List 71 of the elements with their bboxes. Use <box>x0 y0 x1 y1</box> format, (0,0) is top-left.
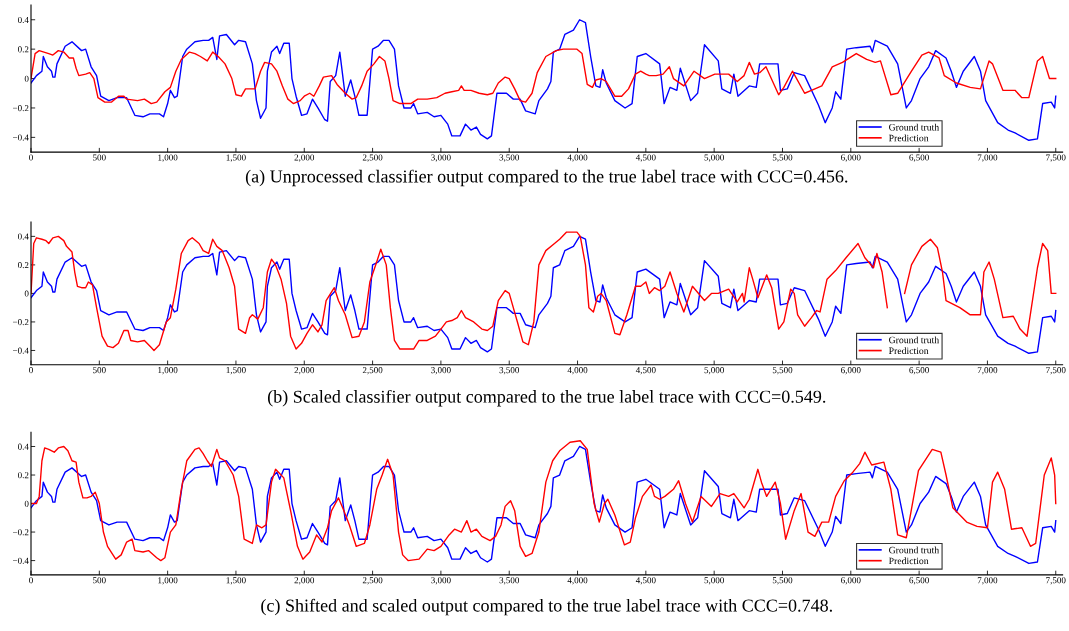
y-tick-label: −0.2 <box>12 105 29 112</box>
x-tick-label: 6,000 <box>841 367 861 375</box>
x-tick-label: 1,500 <box>226 577 246 585</box>
x-tick-label: 1,000 <box>158 154 178 162</box>
x-tick-label: 2,000 <box>294 577 315 585</box>
x-tick-label: 5,000 <box>704 577 724 585</box>
x-tick-label: 7,000 <box>977 154 998 162</box>
x-tick-label: 6,500 <box>909 154 929 162</box>
text: (b) Scaled classifier output compared to the true label trace with CCC=0.549. <box>267 389 826 407</box>
x-tick-label: 3,500 <box>499 154 520 162</box>
legend-label: Prediction <box>888 347 929 355</box>
x-tick-label: 500 <box>93 577 106 584</box>
x-tick-label: 6,500 <box>909 367 929 375</box>
x-tick-label: 3,000 <box>431 154 451 162</box>
line-series <box>31 48 1057 105</box>
x-tick-label: 4,500 <box>635 367 656 375</box>
text: (c) Shifted and scaled output compared to the true label trace with CCC=0.748. <box>261 598 832 616</box>
x-tick-label: 7,500 <box>1046 367 1066 375</box>
y-tick-label: −0.4 <box>12 134 29 141</box>
y-tick-label: −0.4 <box>12 347 29 354</box>
y-tick-label: 0 <box>24 500 29 507</box>
legend-label: Ground truth <box>889 123 940 131</box>
x-tick-label: 7,500 <box>1046 154 1066 162</box>
x-tick-label: 500 <box>93 154 106 161</box>
x-tick-label: 3,000 <box>431 577 451 585</box>
text: (a) Unprocessed classifier output compared to the true label trace with CCC=0.456. <box>245 169 848 187</box>
x-tick-label: 7,000 <box>977 577 998 585</box>
x-tick-label: 3,500 <box>499 577 520 585</box>
y-tick-label: 0 <box>24 290 29 297</box>
x-tick-label: 5,500 <box>772 154 793 162</box>
x-tick-label: 5,000 <box>704 154 724 162</box>
y-tick-label: 0 <box>24 75 29 82</box>
y-tick-label: 0.2 <box>17 262 29 269</box>
x-tick-label: 5,500 <box>772 367 793 375</box>
y-tick-label: 0.2 <box>17 46 29 53</box>
x-tick-label: 4,500 <box>635 577 656 585</box>
x-tick-label: 6,000 <box>841 154 861 162</box>
y-tick-label: 0.4 <box>17 443 29 450</box>
x-tick-label: 2,500 <box>362 577 383 585</box>
x-tick-label: 4,000 <box>567 367 588 375</box>
x-tick-label: 5,500 <box>772 577 793 585</box>
y-tick-label: −0.4 <box>12 557 29 564</box>
x-tick-label: 1,500 <box>226 154 246 162</box>
x-tick-label: 4,000 <box>567 154 588 162</box>
x-tick-label: 4,000 <box>567 577 588 585</box>
x-tick-label: 500 <box>93 367 106 374</box>
x-tick-label: 3,500 <box>499 367 520 375</box>
y-tick-label: 0.2 <box>17 472 29 479</box>
x-tick-label: 5,000 <box>704 367 724 375</box>
x-tick-label: 4,500 <box>635 154 656 162</box>
x-tick-label: 1,000 <box>158 577 178 585</box>
y-tick-label: −0.2 <box>12 319 29 326</box>
y-tick-label: −0.2 <box>12 529 29 536</box>
x-tick-label: 7,500 <box>1046 577 1066 585</box>
x-tick-label: 1,500 <box>226 367 246 375</box>
x-tick-label: 2,500 <box>362 367 383 375</box>
x-tick-label: 2,000 <box>294 367 315 375</box>
x-tick-label: 6,500 <box>909 577 929 585</box>
x-tick-label: 6,000 <box>841 577 861 585</box>
x-tick-label: 2,000 <box>294 154 315 162</box>
legend-label: Ground truth <box>889 336 940 344</box>
x-tick-label: 2,500 <box>362 154 383 162</box>
legend-label: Prediction <box>888 557 929 565</box>
line-series <box>31 19 1057 142</box>
legend-label: Prediction <box>888 134 929 142</box>
y-tick-label: 0.4 <box>17 233 29 240</box>
legend-label: Ground truth <box>889 546 940 554</box>
x-tick-label: 7,000 <box>977 367 998 375</box>
x-tick-label: 1,000 <box>158 367 178 375</box>
y-tick-label: 0.4 <box>17 16 29 24</box>
x-tick-label: 3,000 <box>431 367 451 375</box>
